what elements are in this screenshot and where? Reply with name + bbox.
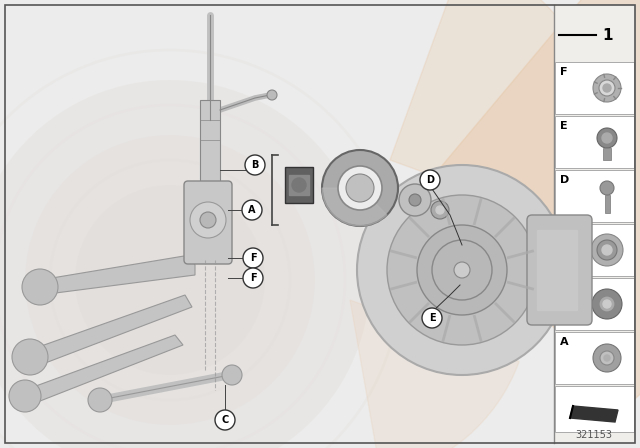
Circle shape (422, 308, 442, 328)
Circle shape (597, 240, 617, 260)
Circle shape (593, 74, 621, 102)
Text: C: C (221, 415, 228, 425)
Circle shape (604, 355, 610, 361)
Text: E: E (429, 313, 435, 323)
Circle shape (597, 128, 617, 148)
Circle shape (222, 365, 242, 385)
Bar (555, 332, 634, 384)
Bar (555, 116, 634, 168)
Circle shape (357, 165, 567, 375)
Circle shape (436, 206, 444, 214)
Circle shape (602, 245, 612, 255)
Circle shape (454, 262, 470, 278)
Bar (289, 175, 309, 195)
Text: D: D (426, 175, 434, 185)
Wedge shape (430, 0, 640, 410)
Circle shape (442, 250, 482, 290)
Circle shape (603, 84, 611, 92)
Circle shape (245, 155, 265, 175)
Polygon shape (30, 295, 192, 365)
Circle shape (75, 185, 265, 375)
Circle shape (417, 225, 507, 315)
Bar (555, 386, 634, 432)
Circle shape (200, 212, 216, 228)
Circle shape (190, 202, 226, 238)
Circle shape (599, 296, 615, 312)
Circle shape (603, 300, 611, 308)
Polygon shape (40, 255, 195, 295)
Circle shape (600, 351, 614, 365)
Text: 1: 1 (602, 27, 612, 43)
Circle shape (243, 268, 263, 288)
Wedge shape (390, 0, 610, 235)
Circle shape (599, 80, 615, 96)
Text: F: F (250, 253, 256, 263)
Circle shape (242, 200, 262, 220)
Circle shape (387, 195, 537, 345)
Text: B: B (252, 160, 259, 170)
Circle shape (322, 150, 398, 226)
Circle shape (420, 170, 440, 190)
Circle shape (267, 90, 277, 100)
Circle shape (592, 289, 622, 319)
Text: F: F (250, 273, 256, 283)
FancyBboxPatch shape (184, 181, 232, 264)
Bar (555, 278, 634, 330)
Bar (605, 195, 609, 213)
Circle shape (600, 181, 614, 195)
FancyBboxPatch shape (527, 215, 592, 325)
Bar (285, 167, 313, 203)
Text: A: A (560, 337, 568, 347)
Text: 321153: 321153 (575, 430, 612, 440)
Bar (554, 5, 635, 443)
Bar (537, 230, 577, 310)
Bar (555, 224, 634, 276)
Circle shape (9, 380, 41, 412)
Circle shape (25, 135, 315, 425)
Circle shape (591, 234, 623, 266)
Text: F: F (560, 67, 568, 77)
Circle shape (593, 344, 621, 372)
Text: A: A (248, 205, 256, 215)
Wedge shape (322, 188, 387, 226)
Polygon shape (570, 406, 618, 422)
Bar (200, 100, 220, 190)
Circle shape (12, 339, 48, 375)
Bar (603, 148, 611, 160)
Text: E: E (560, 121, 568, 131)
Circle shape (0, 80, 370, 448)
Circle shape (292, 178, 306, 192)
Text: B: B (560, 283, 568, 293)
Text: C: C (560, 229, 568, 239)
Circle shape (88, 388, 112, 412)
Bar (555, 170, 634, 222)
Circle shape (338, 166, 382, 210)
Circle shape (346, 174, 374, 202)
Circle shape (432, 240, 492, 300)
Circle shape (409, 194, 421, 206)
Circle shape (22, 269, 58, 305)
Text: D: D (560, 175, 569, 185)
Circle shape (431, 201, 449, 219)
Bar (555, 62, 634, 114)
Circle shape (602, 133, 612, 143)
Polygon shape (25, 335, 183, 403)
Wedge shape (350, 300, 519, 448)
Circle shape (399, 184, 431, 216)
Circle shape (215, 410, 235, 430)
Circle shape (243, 248, 263, 268)
